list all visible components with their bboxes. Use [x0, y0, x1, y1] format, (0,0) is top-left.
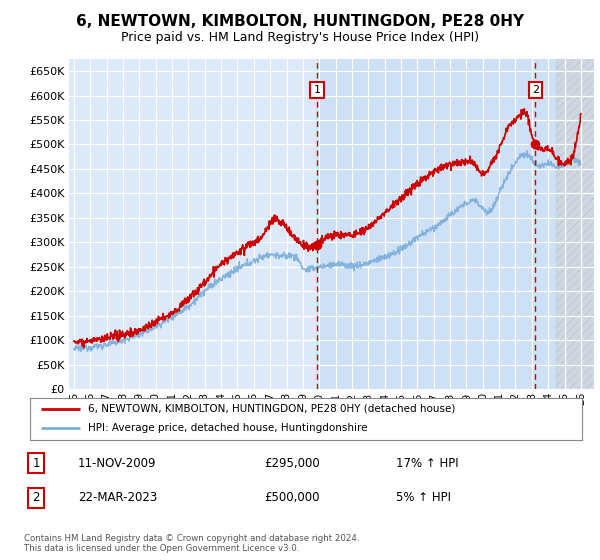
Text: Price paid vs. HM Land Registry's House Price Index (HPI): Price paid vs. HM Land Registry's House … [121, 31, 479, 44]
Text: £295,000: £295,000 [264, 456, 320, 470]
Text: 6, NEWTOWN, KIMBOLTON, HUNTINGDON, PE28 0HY (detached house): 6, NEWTOWN, KIMBOLTON, HUNTINGDON, PE28 … [88, 404, 455, 414]
Text: 17% ↑ HPI: 17% ↑ HPI [396, 456, 458, 470]
Text: HPI: Average price, detached house, Huntingdonshire: HPI: Average price, detached house, Hunt… [88, 423, 367, 433]
Text: 22-MAR-2023: 22-MAR-2023 [78, 492, 157, 505]
Bar [556, 59, 600, 389]
Text: 11-NOV-2009: 11-NOV-2009 [78, 456, 157, 470]
Text: 6, NEWTOWN, KIMBOLTON, HUNTINGDON, PE28 0HY: 6, NEWTOWN, KIMBOLTON, HUNTINGDON, PE28 … [76, 14, 524, 29]
Text: 5% ↑ HPI: 5% ↑ HPI [396, 492, 451, 505]
Text: 2: 2 [32, 492, 40, 505]
Text: Contains HM Land Registry data © Crown copyright and database right 2024.
This d: Contains HM Land Registry data © Crown c… [24, 534, 359, 553]
Text: £500,000: £500,000 [264, 492, 320, 505]
Bar [317, 59, 556, 389]
Text: 2: 2 [532, 85, 539, 95]
Text: 1: 1 [314, 85, 320, 95]
Text: 1: 1 [32, 456, 40, 470]
